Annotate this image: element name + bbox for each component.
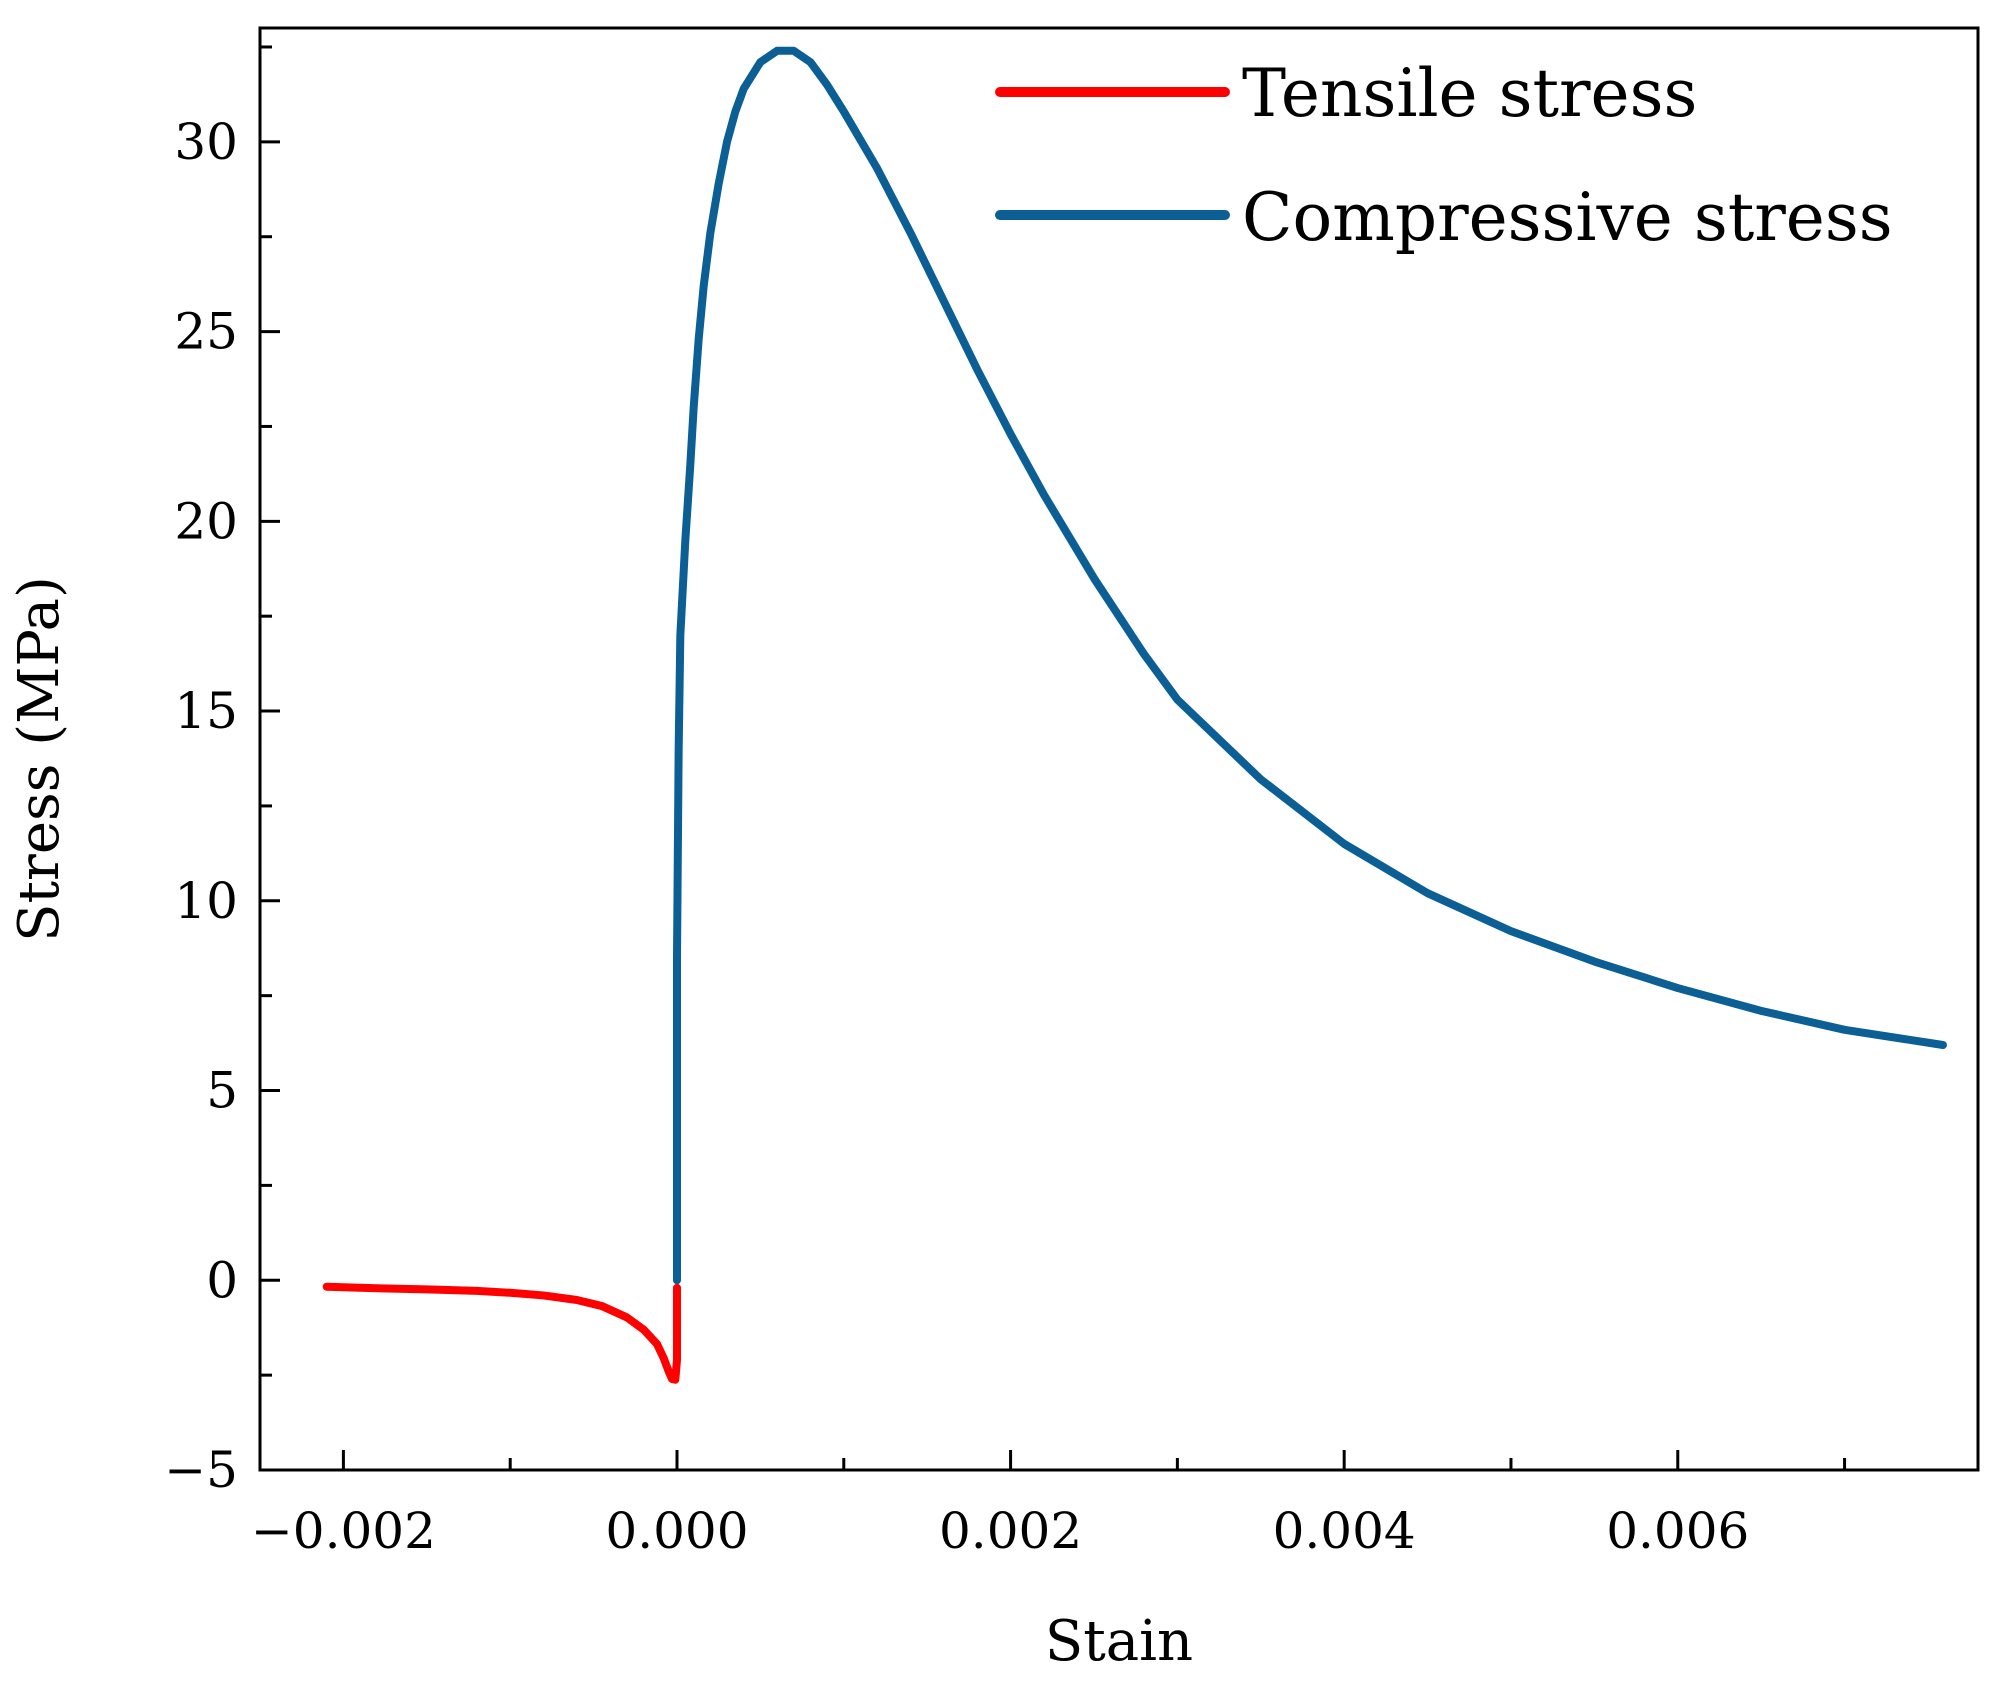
x-tick-label: 0.006 [1606,1502,1749,1560]
legend: Tensile stress Compressive stress [995,55,1893,256]
y-tick-label: 10 [174,872,238,930]
y-tick-label: 30 [174,113,238,171]
y-axis-tick-labels: −5 0 5 10 15 20 25 30 [164,113,238,1499]
y-tick-label: 15 [174,682,238,740]
x-tick-label: 0.000 [605,1502,748,1560]
x-axis-ticks [341,1450,1847,1470]
plot-area: −0.002 0.000 0.002 0.004 0.006 −5 0 5 10 15 20 25 3… [164,26,1980,1560]
plot-frame [258,26,1980,1472]
x-axis-title: Stain [1045,1609,1193,1674]
x-axis-tick-labels: −0.002 0.000 0.002 0.004 0.006 [251,1502,1749,1560]
tensile-stress-line [322,1282,681,1384]
x-tick-label: −0.002 [251,1502,436,1560]
compressive-stress-line [672,46,1947,1285]
legend-label-tensile: Tensile stress [1242,55,1697,132]
y-tick-label: 20 [174,492,238,550]
series-layer [322,46,1947,1384]
legend-label-compressive: Compressive stress [1242,179,1893,256]
y-tick-label: −5 [164,1441,238,1499]
x-tick-label: 0.004 [1273,1502,1416,1560]
x-tick-label: 0.002 [939,1502,1082,1560]
y-axis-title: Stress (MPa) [7,576,72,942]
y-tick-label: 0 [206,1251,238,1309]
y-tick-label: 25 [174,303,238,361]
y-tick-label: 5 [206,1062,238,1120]
y-axis-ticks [260,45,280,1472]
